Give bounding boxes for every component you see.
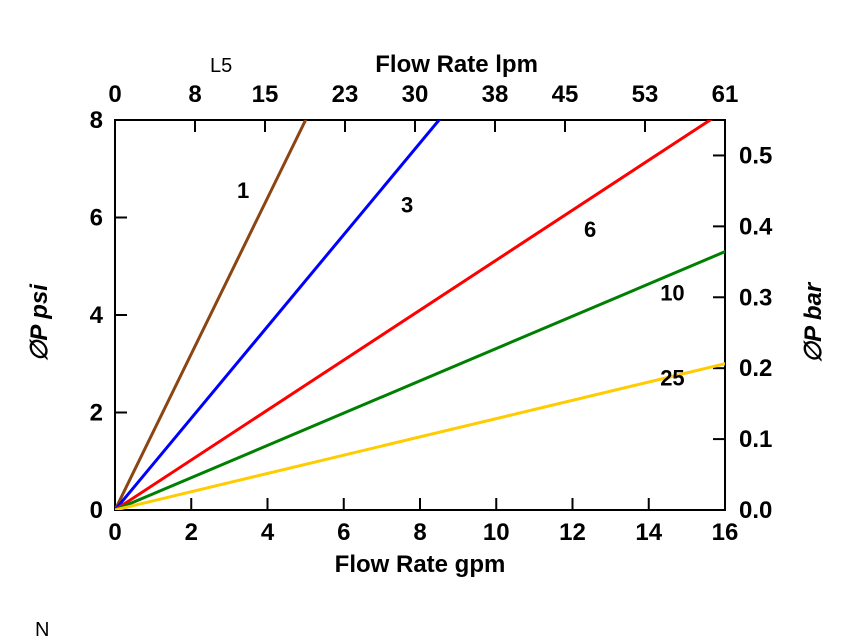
- xt-tick-label: 30: [402, 81, 429, 108]
- xb-tick-label: 0: [108, 519, 121, 546]
- yl-tick-label: 0: [90, 497, 103, 524]
- xb-tick-label: 8: [413, 519, 426, 546]
- xt-tick-label: 15: [252, 81, 279, 108]
- series-label-6: 6: [584, 217, 596, 242]
- y-left-title: ∅P psi: [26, 283, 53, 362]
- series-label-25: 25: [660, 366, 684, 391]
- xb-tick-label: 4: [261, 519, 275, 546]
- xb-tick-label: 14: [635, 519, 662, 546]
- xb-tick-label: 12: [559, 519, 586, 546]
- xt-tick-label: 61: [712, 81, 739, 108]
- xt-tick-label: 23: [332, 81, 359, 108]
- yr-tick-label: 0.4: [739, 213, 773, 240]
- series-label-10: 10: [660, 280, 684, 305]
- chart-container: 02468101214160815233038455361024680.00.1…: [0, 0, 866, 644]
- xb-tick-label: 10: [483, 519, 510, 546]
- yl-tick-label: 4: [90, 302, 104, 329]
- yr-tick-label: 0.0: [739, 497, 772, 524]
- yr-tick-label: 0.3: [739, 284, 772, 311]
- xt-tick-label: 38: [482, 81, 509, 108]
- x-bottom-title: Flow Rate gpm: [335, 551, 506, 578]
- xt-tick-label: 45: [552, 81, 579, 108]
- series-label-3: 3: [401, 193, 413, 218]
- yl-tick-label: 8: [90, 107, 103, 134]
- yr-tick-label: 0.1: [739, 426, 772, 453]
- y-right-title: ∅P bar: [800, 281, 827, 363]
- chart-svg: 02468101214160815233038455361024680.00.1…: [0, 0, 866, 644]
- series-label-1: 1: [237, 178, 249, 203]
- x-top-title: Flow Rate lpm: [375, 51, 538, 78]
- xb-tick-label: 6: [337, 519, 350, 546]
- yl-tick-label: 6: [90, 205, 103, 232]
- xb-tick-label: 16: [712, 519, 739, 546]
- xt-tick-label: 0: [108, 81, 121, 108]
- yr-tick-label: 0.2: [739, 355, 772, 382]
- xb-tick-label: 2: [185, 519, 198, 546]
- xt-tick-label: 53: [632, 81, 659, 108]
- corner-label-top: L5: [210, 55, 232, 77]
- yr-tick-label: 0.5: [739, 142, 772, 169]
- corner-label-bottom: N: [35, 619, 49, 641]
- xt-tick-label: 8: [188, 81, 201, 108]
- yl-tick-label: 2: [90, 400, 103, 427]
